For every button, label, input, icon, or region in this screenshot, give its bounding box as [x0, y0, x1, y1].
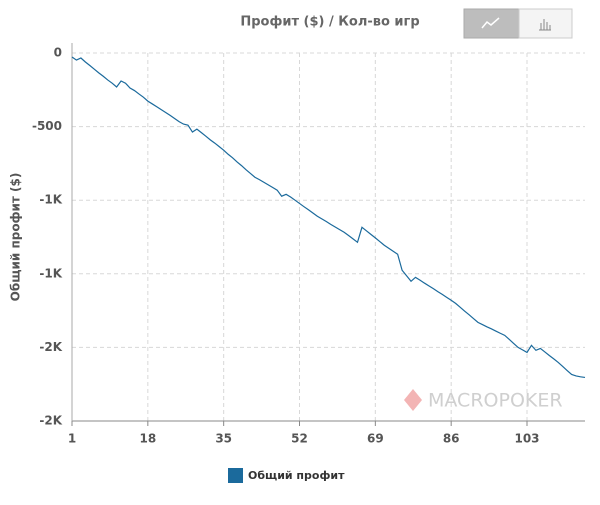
legend-label: Общий профит	[248, 469, 345, 482]
y-tick-label: -500	[32, 119, 62, 133]
chart-title: Профит ($) / Кол-во игр	[240, 15, 419, 30]
x-tick-label: 52	[291, 432, 308, 446]
y-tick-label: -1K	[39, 266, 62, 280]
y-tick-label: 0	[54, 46, 62, 60]
y-tick-label: -1K	[39, 193, 62, 207]
x-tick-label: 35	[215, 432, 232, 446]
line	[71, 56, 586, 379]
bar-icon	[539, 19, 551, 31]
x-tick-label: 86	[443, 432, 460, 446]
x-tick-label: 69	[367, 432, 384, 446]
watermark-icon	[404, 389, 422, 411]
toolbar	[463, 8, 573, 39]
y-tick-label: -2K	[39, 414, 62, 428]
y-axis-label: Общий профит ($)	[9, 173, 23, 302]
bar-view-button[interactable]	[518, 8, 573, 39]
x-tick-label: 1	[68, 432, 76, 446]
x-tick-label: 103	[514, 432, 539, 446]
line-icon	[481, 17, 500, 29]
watermark-group: MACROPOKER	[404, 389, 563, 412]
legend-swatch	[228, 468, 243, 483]
y-tick-label: -2K	[39, 340, 62, 354]
watermark: MACROPOKER	[428, 390, 563, 412]
x-tick-label: 18	[139, 432, 156, 446]
line-view-button[interactable]	[463, 8, 520, 39]
